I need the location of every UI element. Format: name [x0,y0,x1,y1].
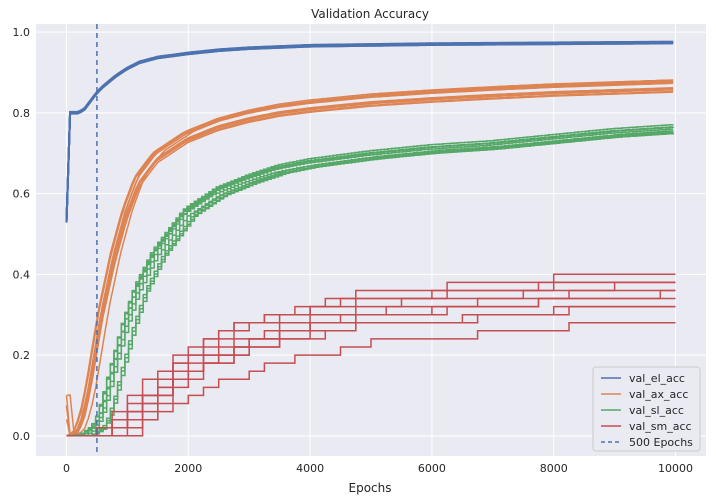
y-tick-labels: 0.0 0.2 0.4 0.6 0.8 1.0 [13,26,31,443]
x-tick-label: 10000 [658,462,693,475]
series-line-val_sm_acc [66,289,676,437]
series-line-val_sl_acc [66,132,674,437]
series-layer [65,40,676,437]
y-tick-label: 0.0 [13,430,31,443]
series-line-val_el_acc [65,40,674,221]
legend-box [592,366,701,452]
x-tick-labels: 0 2000 4000 6000 8000 10000 [63,462,693,475]
x-tick-label: 8000 [540,462,568,475]
series-val_el_acc [65,40,674,223]
legend-label: val_el_acc [629,372,685,385]
x-tick-label: 0 [63,462,70,475]
y-tick-label: 0.6 [13,188,31,201]
series-line-val_sl_acc [66,131,674,437]
y-tick-label: 0.2 [13,349,31,362]
series-line-val_sm_acc [66,322,676,437]
x-tick-label: 6000 [418,462,446,475]
legend-label: val_ax_acc [629,388,688,401]
legend-label: val_sl_acc [629,404,684,417]
legend-label: 500 Epochs [629,436,693,449]
y-tick-label: 0.8 [13,107,31,120]
x-axis-label: Epochs [349,481,392,495]
legend-label: val_sm_acc [629,420,692,433]
y-tick-label: 0.4 [13,268,31,281]
series-val_sm_acc [66,273,676,437]
chart-title: Validation Accuracy [311,7,429,21]
y-tick-label: 1.0 [13,26,31,39]
series-line-val_el_acc [65,42,674,223]
legend: val_el_acc val_ax_acc val_sl_acc val_sm_acc… [592,366,701,452]
x-tick-label: 2000 [174,462,202,475]
x-tick-label: 4000 [296,462,324,475]
series-line-val_ax_acc [66,82,674,437]
series-val_sl_acc [66,124,674,437]
series-line-val_ax_acc [65,87,674,437]
series-val_ax_acc [65,79,674,437]
series-line-val_sm_acc [66,281,676,437]
series-line-val_ax_acc [66,90,674,437]
grid [36,24,706,456]
